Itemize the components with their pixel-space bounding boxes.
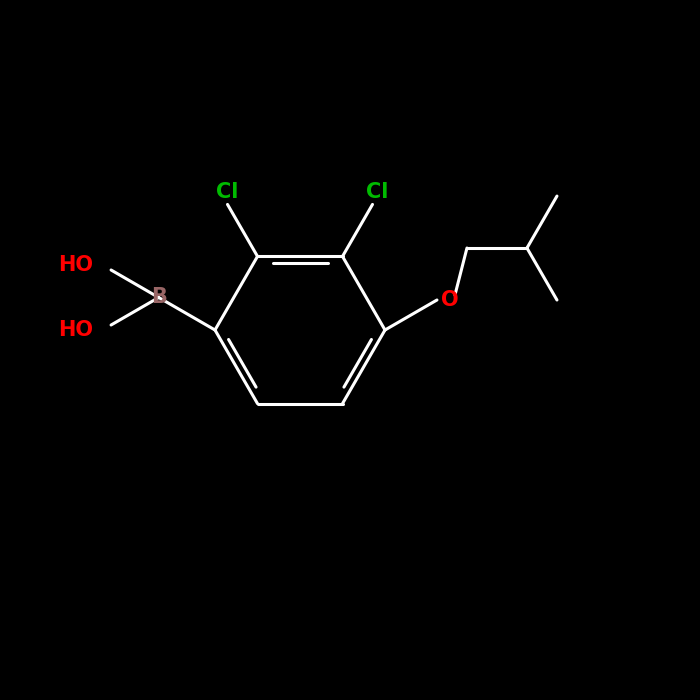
Text: O: O [441, 290, 458, 310]
Text: HO: HO [58, 255, 93, 275]
Text: Cl: Cl [366, 183, 389, 202]
Text: HO: HO [58, 320, 93, 340]
Text: Cl: Cl [216, 183, 239, 202]
Text: B: B [150, 288, 167, 307]
